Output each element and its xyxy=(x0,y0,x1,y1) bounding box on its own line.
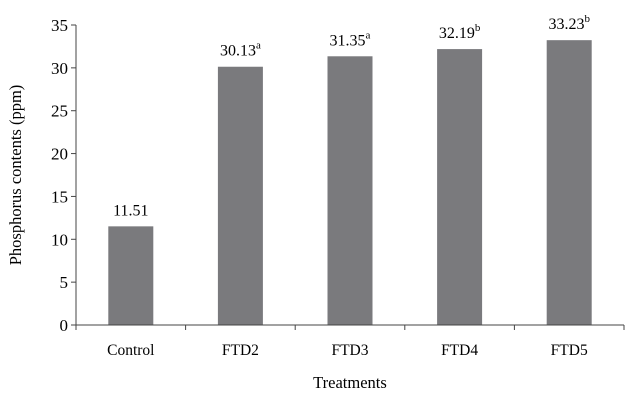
data-label-ftd4: 32.19b xyxy=(439,22,481,42)
data-label-value: 11.51 xyxy=(113,202,148,219)
data-label-ftd3: 31.35a xyxy=(330,29,371,49)
x-category-label: FTD4 xyxy=(441,342,478,359)
data-label-value: 31.35 xyxy=(330,32,366,49)
data-label-value: 30.13 xyxy=(220,43,256,60)
x-category-label: Control xyxy=(107,342,154,359)
x-category-label: FTD5 xyxy=(551,342,588,359)
y-tick-label: 15 xyxy=(51,187,68,206)
x-category-label: FTD3 xyxy=(331,342,368,359)
bar-ftd2 xyxy=(217,66,263,325)
data-label-superscript: a xyxy=(366,29,371,41)
y-tick-label: 5 xyxy=(60,273,69,292)
x-axis-title: Treatments xyxy=(313,373,387,392)
y-axis-ticks: 0 5 10 15 20 25 30 35 xyxy=(51,16,625,335)
y-tick-label: 20 xyxy=(51,145,68,164)
bar-ftd3 xyxy=(327,56,373,326)
data-label-value: 32.19 xyxy=(439,25,475,42)
data-label-superscript: a xyxy=(256,40,261,52)
data-label-value: 33.23 xyxy=(548,16,584,33)
y-tick-label: 35 xyxy=(51,16,68,35)
y-axis-title: Phosphorus contents (ppm) xyxy=(6,85,25,266)
y-tick-label: 10 xyxy=(51,230,68,249)
x-category-label: FTD2 xyxy=(222,342,259,359)
bar-ftd4 xyxy=(437,49,483,325)
data-label-ftd2: 30.13a xyxy=(220,40,261,60)
data-label-superscript: b xyxy=(584,13,590,25)
bar-control xyxy=(108,226,154,325)
y-tick-label: 25 xyxy=(51,102,68,121)
y-tick-label: 0 xyxy=(60,316,69,335)
data-label-control: 11.51 xyxy=(113,202,148,219)
data-label-superscript: b xyxy=(475,22,481,34)
bar-ftd5 xyxy=(546,40,592,326)
y-tick-label: 30 xyxy=(51,59,68,78)
data-label-ftd5: 33.23b xyxy=(548,13,590,33)
x-axis-categories: Control FTD2 FTD3 FTD4 FTD5 xyxy=(107,342,588,359)
